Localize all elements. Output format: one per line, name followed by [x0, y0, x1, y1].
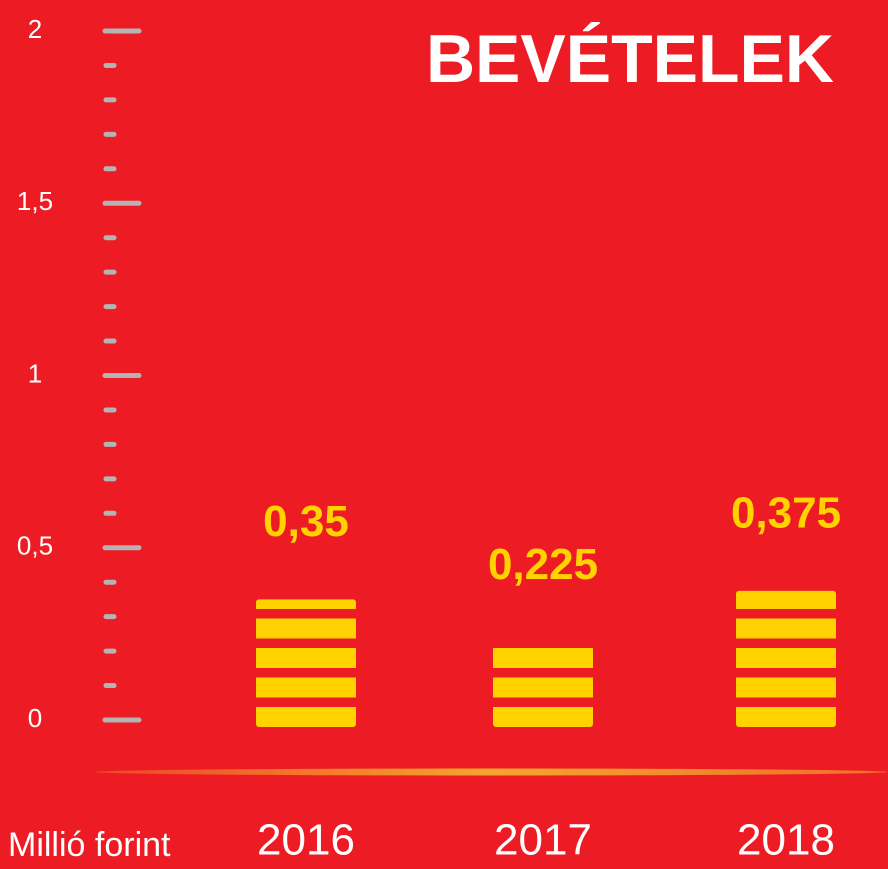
x-tick-label: 2018: [737, 816, 835, 865]
y-axis-label: Millió forint: [8, 826, 171, 864]
value-label: 0,35: [263, 497, 349, 546]
floor-line: [95, 768, 887, 776]
value-label: 0,375: [731, 488, 841, 537]
x-tick-label: 2016: [257, 816, 355, 865]
y-tick-label: 0: [28, 703, 42, 733]
x-tick-label: 2017: [494, 816, 592, 865]
chart-title: BEVÉTELEK: [426, 21, 834, 97]
y-tick-label: 1: [28, 358, 42, 388]
bar: [256, 599, 356, 727]
y-tick-label: 1,5: [17, 186, 53, 216]
bar: [736, 590, 836, 727]
y-tick-label: 0,5: [17, 531, 53, 561]
y-tick-label: 2: [28, 14, 42, 44]
value-label: 0,225: [488, 540, 598, 589]
bar: [493, 642, 593, 727]
